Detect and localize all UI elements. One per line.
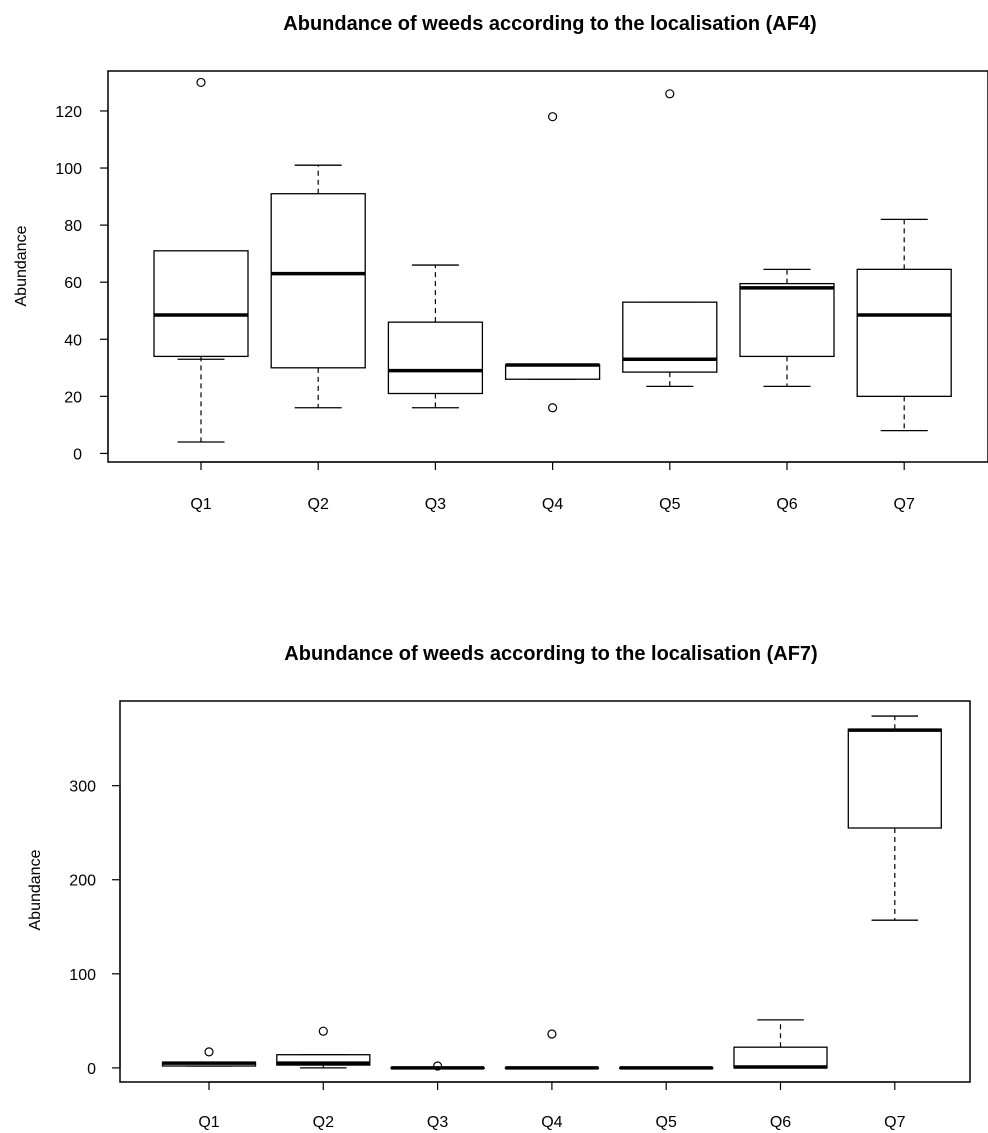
outlier-point	[547, 1029, 557, 1039]
outlier-point	[547, 112, 558, 122]
x-tick-label: Q7	[894, 496, 915, 513]
af4-box-plot: Abundance of weeds according to the loca…	[13, 13, 988, 513]
x-tick-label: Q2	[313, 1114, 334, 1131]
box-q6	[739, 268, 835, 388]
y-tick-label: 300	[69, 779, 96, 796]
outlier-point	[196, 77, 206, 88]
iqr-box	[622, 301, 718, 373]
af7-chart-title: Abundance of weeds according to the loca…	[284, 643, 817, 665]
x-tick-label: Q4	[542, 496, 563, 513]
af4-y-axis-title: Abundance	[13, 225, 30, 306]
box-q3	[387, 264, 484, 409]
x-tick-label: Q1	[190, 496, 211, 513]
box-q2	[276, 1026, 371, 1069]
box-q3	[390, 1061, 485, 1071]
af7-y-axis-title: Abundance	[27, 849, 44, 930]
x-tick-label: Q3	[427, 1114, 448, 1131]
box-q5	[619, 1066, 714, 1070]
iqr-box	[270, 193, 366, 369]
y-tick-label: 200	[69, 873, 96, 890]
outlier-point	[204, 1047, 214, 1057]
y-tick-label: 0	[87, 1061, 96, 1078]
box-q1	[161, 1047, 257, 1067]
y-tick-label: 40	[64, 332, 82, 349]
y-tick-label: 60	[64, 275, 82, 292]
iqr-box	[847, 728, 942, 829]
box-q5	[622, 89, 718, 388]
x-tick-label: Q6	[776, 496, 797, 513]
af7-marks: 0 100 200 300 Q1 Q2 Q3 Q4 Q5 Q6 Q7	[69, 715, 942, 1131]
iqr-box	[856, 268, 952, 398]
outlier-point	[547, 403, 558, 413]
outlier-point	[433, 1061, 443, 1071]
y-tick-label: 100	[55, 161, 82, 178]
iqr-box	[733, 1046, 828, 1069]
af7-plot-frame	[119, 700, 971, 1083]
box-q4	[504, 112, 601, 413]
iqr-box	[276, 1054, 371, 1066]
outlier-point	[318, 1026, 328, 1036]
y-tick-label: 80	[64, 218, 82, 235]
iqr-box	[387, 321, 484, 395]
y-tick-label: 120	[55, 104, 82, 121]
y-tick-label: 20	[64, 389, 82, 406]
x-tick-label: Q7	[884, 1114, 905, 1131]
af4-chart-title: Abundance of weeds according to the loca…	[283, 13, 816, 35]
x-tick-label: Q4	[541, 1114, 562, 1131]
af4-marks: 0 20 40 60 80 100 120 Q1 Q2 Q3 Q4 Q5 Q6 Q7	[55, 77, 952, 513]
x-tick-label: Q5	[656, 1114, 677, 1131]
x-tick-label: Q1	[198, 1114, 219, 1131]
box-q4	[504, 1029, 600, 1070]
x-tick-label: Q2	[308, 496, 329, 513]
y-tick-label: 100	[69, 967, 96, 984]
box-q7	[856, 218, 952, 432]
y-tick-label: 0	[73, 446, 82, 463]
iqr-box	[504, 364, 601, 380]
outlier-point	[665, 89, 675, 99]
x-tick-label: Q5	[659, 496, 680, 513]
iqr-box	[153, 250, 249, 358]
box-q6	[733, 1019, 828, 1069]
iqr-box	[739, 282, 835, 358]
box-q2	[270, 164, 366, 409]
box-q1	[153, 77, 249, 443]
box-q7	[847, 715, 942, 921]
x-tick-label: Q6	[770, 1114, 791, 1131]
af7-box-plot: Abundance of weeds according to the loca…	[27, 643, 971, 1131]
x-tick-label: Q3	[425, 496, 446, 513]
